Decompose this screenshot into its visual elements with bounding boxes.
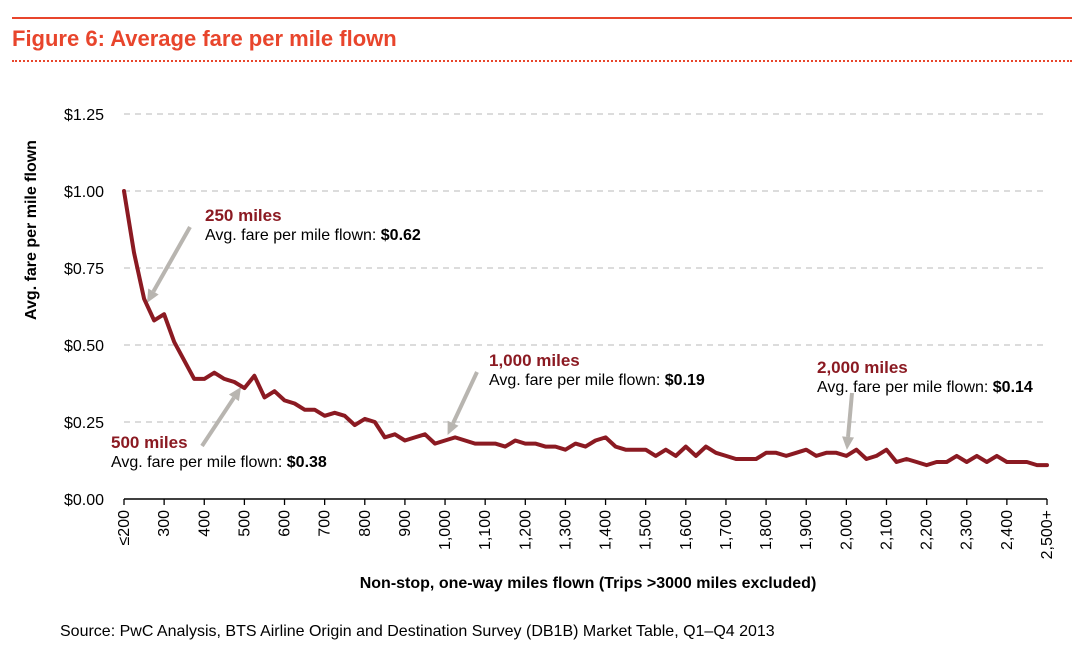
series-line: [122, 189, 1049, 468]
x-tick-label: 1,300: [557, 510, 574, 550]
x-tick-label: 600: [277, 510, 294, 537]
annotation-arrow-shaft: [846, 392, 854, 438]
annotation-500-miles: 500 miles Avg. fare per mile flown: $0.3…: [111, 433, 327, 473]
x-tick-label: 2,400: [999, 510, 1016, 550]
x-tick-label: 2,200: [919, 510, 936, 550]
top-rule: [12, 17, 1072, 19]
annotation-text: Avg. fare per mile flown:: [111, 454, 287, 471]
source-note: Source: PwC Analysis, BTS Airline Origin…: [60, 623, 775, 640]
annotation-heading: 250 miles: [205, 206, 282, 225]
y-tick-label: $0.75: [64, 261, 104, 278]
annotation-text: Avg. fare per mile flown:: [205, 227, 381, 244]
annotation-arrow-head: [147, 288, 159, 303]
annotation-1000-miles: 1,000 miles Avg. fare per mile flown: $0…: [489, 351, 705, 391]
annotation-arrows: [147, 226, 855, 450]
annotation-arrow-head: [228, 386, 242, 402]
y-axis-ticks: $0.00 $0.25 $0.50 $0.75 $1.00 $1.25: [64, 107, 104, 509]
x-tick-label: 900: [397, 510, 414, 537]
annotation-heading: 500 miles: [111, 433, 188, 452]
series-group: [122, 189, 1049, 468]
annotation-arrow-head: [447, 420, 459, 436]
annotation-arrow-shaft: [451, 371, 479, 425]
annotation-arrow-head: [842, 436, 855, 450]
annotation-250-miles: 250 miles Avg. fare per mile flown: $0.6…: [205, 206, 421, 246]
x-tick-label: 2,500+: [1039, 510, 1056, 559]
x-tick-label: 2,300: [959, 510, 976, 550]
annotation-value: $0.14: [992, 379, 1033, 396]
x-tick-label: 1,800: [758, 510, 775, 550]
title-dotted-rule: [12, 60, 1072, 62]
x-tick-label: 700: [317, 510, 334, 537]
annotation-text: Avg. fare per mile flown:: [817, 379, 993, 396]
annotation-value: $0.19: [664, 372, 705, 389]
x-tick-label: 1,100: [477, 510, 494, 550]
x-tick-label: 800: [357, 510, 374, 537]
x-tick-label: 2,000: [838, 510, 855, 550]
y-tick-label: $0.50: [64, 338, 104, 355]
y-axis-label: Avg. fare per mile flown: [23, 140, 40, 320]
annotation-value: $0.38: [286, 454, 327, 471]
x-axis-ticks: ≤200 300 400 500 600 700 800 900 1,000 1,100 1,200…: [116, 499, 1056, 559]
x-tick-label: 500: [236, 510, 253, 537]
annotation-text: Avg. fare per mile flown:: [489, 372, 665, 389]
x-tick-label: 1,600: [678, 510, 695, 550]
annotation-2000-miles: 2,000 miles Avg. fare per mile flown: $0…: [817, 358, 1033, 398]
annotation-heading: 2,000 miles: [817, 358, 908, 377]
y-tick-label: $0.00: [64, 492, 104, 509]
y-tick-label: $1.00: [64, 184, 104, 201]
x-tick-label: 1,000: [437, 510, 454, 550]
annotation-heading: 1,000 miles: [489, 351, 580, 370]
annotation-arrow-shaft: [200, 396, 236, 448]
x-tick-label: 400: [196, 510, 213, 537]
y-tick-label: $0.25: [64, 415, 104, 432]
figure-title: Figure 6: Average fare per mile flown: [12, 26, 397, 51]
x-axis-label: Non-stop, one-way miles flown (Trips >30…: [360, 575, 817, 592]
x-tick-label: 2,100: [878, 510, 895, 550]
annotation-arrow-shaft: [151, 226, 192, 293]
x-tick-label: 1,400: [598, 510, 615, 550]
y-tick-label: $1.25: [64, 107, 104, 124]
x-tick-label: 1,200: [517, 510, 534, 550]
x-tick-label: 1,500: [638, 510, 655, 550]
x-tick-label: 1,900: [798, 510, 815, 550]
x-tick-label: ≤200: [116, 510, 133, 546]
x-tick-label: 1,700: [718, 510, 735, 550]
annotation-value: $0.62: [380, 227, 421, 244]
x-tick-label: 300: [156, 510, 173, 537]
